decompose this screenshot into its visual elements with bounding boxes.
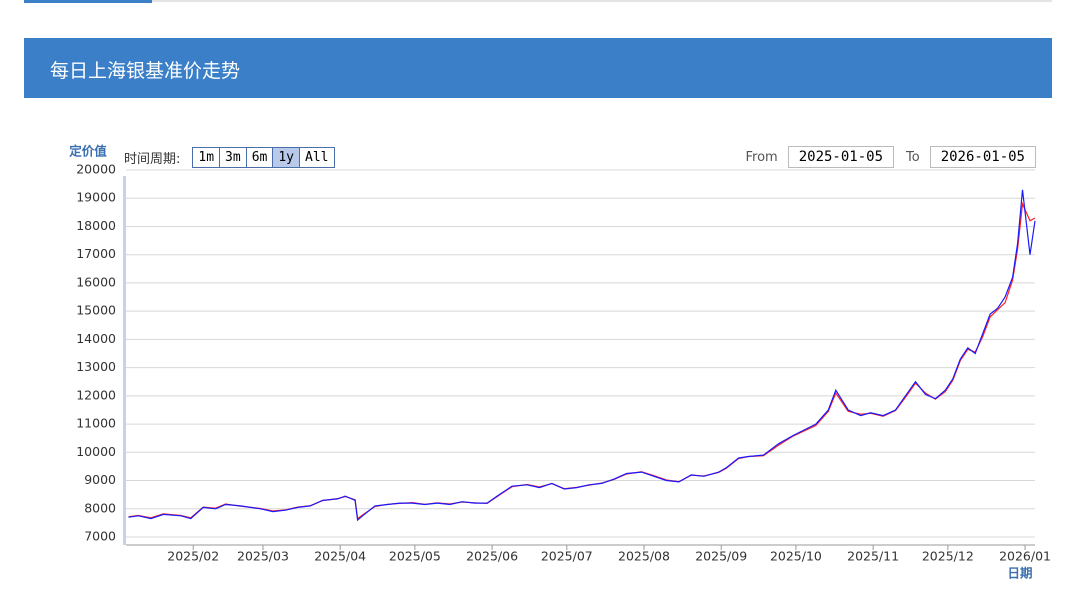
x-axis-title: 日期 bbox=[1007, 566, 1032, 581]
period-button[interactable]: All bbox=[300, 148, 334, 167]
x-tick-label: 2025/08 bbox=[618, 549, 670, 564]
price-line bbox=[128, 201, 1036, 520]
from-label: From bbox=[745, 149, 778, 165]
from-input[interactable]: 2025-01-05 bbox=[787, 146, 895, 168]
y-tick-label: 14000 bbox=[76, 331, 116, 346]
x-tick-label: 2025/11 bbox=[847, 549, 899, 564]
x-tick-label: 2025/03 bbox=[237, 549, 289, 564]
x-tick-label: 2025/06 bbox=[466, 549, 518, 564]
period-button[interactable]: 1y bbox=[273, 148, 301, 167]
y-axis-title: 定价值 bbox=[68, 144, 107, 159]
x-tick-label: 2025/07 bbox=[541, 549, 593, 564]
period-button[interactable]: 1m bbox=[193, 148, 221, 167]
y-tick-label: 12000 bbox=[76, 387, 116, 402]
banner: 每日上海银基准价走势 bbox=[24, 38, 1052, 98]
y-tick-label: 13000 bbox=[76, 359, 116, 374]
price-line bbox=[128, 189, 1036, 522]
period-button[interactable]: 6m bbox=[246, 148, 274, 167]
x-tick-label: 2025/12 bbox=[922, 549, 974, 564]
x-tick-label: 2026/01 bbox=[999, 549, 1051, 564]
y-tick-label: 17000 bbox=[76, 246, 116, 261]
x-tick-label: 2025/10 bbox=[770, 549, 822, 564]
y-tick-label: 15000 bbox=[76, 303, 116, 318]
y-axis bbox=[123, 176, 126, 545]
x-tick-label: 2025/05 bbox=[389, 549, 441, 564]
y-tick-label: 18000 bbox=[76, 218, 116, 233]
period-buttons: 1m 3m 6m 1y All bbox=[192, 147, 335, 168]
to-label: To bbox=[906, 149, 920, 165]
y-tick-label: 11000 bbox=[76, 416, 116, 431]
y-tick-label: 8000 bbox=[84, 500, 116, 515]
y-tick-label: 19000 bbox=[76, 190, 116, 205]
y-tick-label: 9000 bbox=[84, 472, 116, 487]
x-tick-label: 2025/02 bbox=[167, 549, 219, 564]
x-tick-label: 2025/04 bbox=[314, 549, 366, 564]
y-tick-label: 10000 bbox=[76, 444, 116, 459]
period-selector: 时间周期: 1m 3m 6m 1y All bbox=[124, 147, 335, 168]
y-tick-label: 7000 bbox=[84, 529, 116, 544]
period-button[interactable]: 3m bbox=[220, 148, 247, 167]
to-input[interactable]: 2026-01-05 bbox=[929, 146, 1036, 168]
tab-strip bbox=[24, 0, 1052, 3]
period-label: 时间周期: bbox=[124, 152, 181, 167]
y-tick-label: 20000 bbox=[76, 162, 116, 177]
date-range: From 2025-01-05 To 2026-01-05 bbox=[745, 146, 1036, 168]
y-tick-label: 16000 bbox=[76, 274, 116, 289]
x-tick-label: 2025/09 bbox=[695, 549, 747, 564]
page-title: 每日上海银基准价走势 bbox=[50, 60, 241, 82]
active-tab[interactable] bbox=[24, 0, 152, 3]
